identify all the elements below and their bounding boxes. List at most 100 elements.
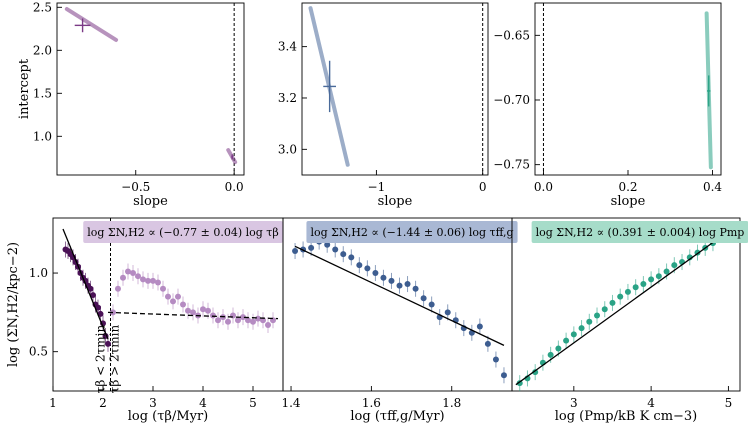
legend-text: log ΣN,H2 ∝ (−0.77 ± 0.04) log τβ bbox=[87, 226, 279, 239]
y-tick-label: −0.70 bbox=[493, 93, 530, 107]
axes-frame bbox=[301, 2, 489, 176]
data-point-above-2tau-min bbox=[210, 312, 216, 319]
data-point-tau-ff-data bbox=[292, 248, 299, 255]
y-tick-label: 1.0 bbox=[33, 129, 52, 143]
data-point-tau-ff-data bbox=[372, 270, 379, 277]
data-point-above-2tau-min bbox=[180, 301, 186, 308]
data-point-tau-ff-data bbox=[500, 372, 507, 379]
data-point-tau-ff-data bbox=[340, 251, 347, 258]
data-point-above-2tau-min bbox=[240, 314, 246, 321]
x-axis-label: log (Pmp/kB K cm−3) bbox=[555, 409, 698, 424]
data-point-p-mp-data bbox=[663, 268, 670, 275]
y-tick-label: 0.5 bbox=[29, 345, 48, 359]
fit-line-solid bbox=[515, 236, 722, 386]
data-point-p-mp-data bbox=[563, 337, 570, 344]
x-tick-label: 1 bbox=[49, 396, 57, 410]
confidence-ellipse-tau-beta bbox=[64, 7, 119, 42]
data-point-above-2tau-min bbox=[150, 277, 156, 284]
data-point-above-2tau-min bbox=[125, 268, 131, 275]
data-point-tau-ff-data bbox=[356, 262, 363, 269]
data-point-p-mp-data bbox=[648, 276, 655, 283]
data-point-above-2tau-min bbox=[175, 293, 181, 300]
data-point-tau-ff-data bbox=[332, 246, 339, 253]
x-tick-label: 1.4 bbox=[281, 396, 300, 410]
data-point-above-2tau-min bbox=[115, 285, 121, 292]
x-tick-label: 2 bbox=[99, 396, 107, 410]
top-left-panel: −0.5 0.0 1.0 1.5 2.0 2.5 slope intercept bbox=[17, 0, 245, 209]
x-tick-label: 4 bbox=[647, 396, 655, 410]
data-point-tau-ff-data bbox=[476, 323, 483, 330]
bottom-left-panel: 1 2 3 4 5 0.5 1.0 log (τβ/Myr) log (ΣN,H2/kpc−2)… bbox=[6, 217, 284, 424]
x-tick-label: 5 bbox=[249, 396, 257, 410]
data-point-p-mp-data bbox=[570, 331, 577, 338]
x-tick-label: 0.0 bbox=[534, 180, 553, 194]
legend-text: log ΣN,H2 ∝ (−1.44 ± 0.06) log τff,g bbox=[310, 226, 513, 239]
data-point-above-2tau-min bbox=[170, 298, 176, 305]
data-point-above-2tau-min bbox=[235, 317, 241, 324]
legend-box bbox=[83, 221, 283, 243]
y-tick-label: 2.5 bbox=[33, 0, 52, 14]
data-point-p-mp-data bbox=[632, 284, 639, 291]
data-point-p-mp-data bbox=[532, 369, 539, 376]
y-tick-label: 1.0 bbox=[29, 266, 48, 280]
data-point-above-2tau-min bbox=[165, 293, 171, 300]
data-point-above-2tau-min bbox=[205, 307, 211, 314]
data-point-tau-ff-data bbox=[308, 244, 315, 251]
data-point-above-2tau-min bbox=[120, 274, 126, 281]
x-tick-label: 0.0 bbox=[225, 180, 244, 194]
axes-frame bbox=[511, 217, 741, 392]
x-tick-label: 3 bbox=[570, 396, 578, 410]
fit-line-dashed bbox=[107, 311, 279, 320]
axes-frame bbox=[56, 2, 245, 176]
fit-line-solid bbox=[294, 245, 505, 346]
x-axis-label: log (τff,g/Myr) bbox=[350, 409, 444, 424]
data-point-above-2tau-min bbox=[140, 276, 146, 283]
y-tick-label: 3.2 bbox=[278, 91, 297, 105]
x-tick-label: 5 bbox=[725, 396, 733, 410]
data-point-above-2tau-min bbox=[200, 306, 206, 313]
x-axis-label: slope bbox=[133, 194, 168, 209]
data-point-p-mp-data bbox=[594, 312, 601, 319]
data-point-below-2tau-min bbox=[95, 304, 101, 311]
x-tick-label: 0 bbox=[479, 180, 487, 194]
data-point-above-2tau-min bbox=[145, 277, 151, 284]
y-tick-label: 3.4 bbox=[278, 40, 297, 54]
y-tick-label: 1.5 bbox=[33, 86, 52, 100]
data-point-tau-ff-data bbox=[380, 274, 387, 281]
data-point-p-mp-data bbox=[640, 281, 647, 288]
data-point-tau-ff-data bbox=[404, 281, 411, 288]
data-point-above-2tau-min bbox=[190, 309, 196, 316]
x-axis-label: slope bbox=[378, 194, 413, 209]
data-point-above-2tau-min bbox=[155, 279, 161, 286]
data-point-above-2tau-min bbox=[225, 318, 231, 325]
legend-text: log ΣN,H2 ∝ (0.391 ± 0.004) log Pmp bbox=[536, 226, 745, 239]
x-tick-label: 1.6 bbox=[362, 396, 381, 410]
data-point-below-2tau-min bbox=[105, 340, 111, 347]
data-point-above-2tau-min bbox=[255, 315, 261, 322]
data-point-above-2tau-min bbox=[135, 273, 141, 280]
data-point-tau-ff-data bbox=[348, 254, 355, 261]
bottom-right-panel: 3 4 5 log (Pmp/kB K cm−3) log ΣN,H2 ∝ (0.391… bbox=[511, 217, 748, 424]
annotation-1: τβ > 2τmin bbox=[108, 324, 122, 393]
data-point-p-mp-data bbox=[671, 262, 678, 269]
data-point-tau-ff-data bbox=[428, 301, 435, 308]
fit-line-solid bbox=[62, 228, 109, 340]
data-point-tau-ff-data bbox=[396, 282, 403, 289]
data-point-above-2tau-min bbox=[185, 307, 191, 314]
x-axis-label: log (τβ/Myr) bbox=[128, 409, 209, 424]
data-point-tau-ff-data bbox=[492, 356, 499, 363]
data-point-p-mp-data bbox=[609, 299, 616, 306]
data-point-below-2tau-min bbox=[87, 285, 94, 292]
data-point-above-2tau-min bbox=[250, 318, 256, 325]
annotation-0: τβ < 2τmin bbox=[94, 324, 108, 393]
data-point-tau-ff-data bbox=[324, 241, 331, 248]
x-tick-label: 3 bbox=[149, 396, 157, 410]
data-point-tau-ff-data bbox=[412, 285, 419, 292]
y-tick-label: −0.65 bbox=[493, 28, 530, 42]
data-point-above-2tau-min bbox=[265, 321, 271, 328]
data-point-tau-ff-data bbox=[388, 277, 395, 284]
data-point-tau-ff-data bbox=[484, 340, 491, 347]
data-point-tau-ff-data bbox=[364, 265, 371, 272]
top-right-panel: 0.0 0.2 0.4 −0.75 −0.70 −0.65 slope bbox=[493, 2, 722, 209]
